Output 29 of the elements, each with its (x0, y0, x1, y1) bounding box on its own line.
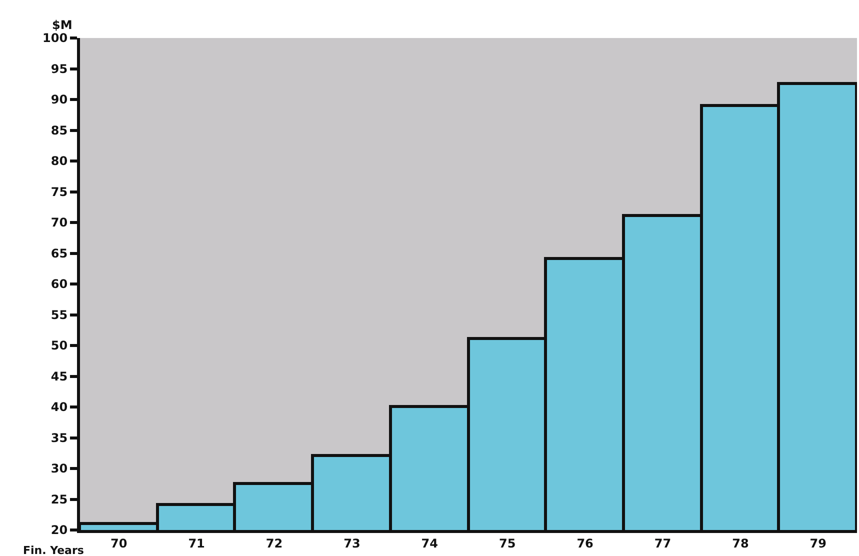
y-tick-label: 30 (50, 462, 68, 476)
y-tick-label: 95 (50, 62, 68, 76)
y-axis-title: $M (52, 18, 72, 32)
x-tick-label: 76 (576, 536, 594, 550)
x-tick-label: 73 (344, 536, 360, 550)
y-tick-label: 50 (50, 338, 68, 353)
y-tick-label: 60 (50, 277, 68, 292)
x-tick-label: 71 (188, 536, 205, 550)
x-tick-label: 79 (810, 536, 826, 550)
y-tick-label: 20 (50, 523, 68, 538)
x-tick-label: 78 (732, 536, 749, 550)
y-tick-label: 75 (50, 184, 68, 199)
y-tick-label: 90 (50, 92, 68, 107)
y-tick-label: 100 (42, 31, 68, 46)
x-tick-label: 75 (499, 536, 516, 550)
y-tick-label: 85 (50, 123, 68, 138)
y-tick-label: 25 (50, 492, 68, 506)
y-tick-label: 65 (50, 246, 68, 260)
y-tick-label: 55 (50, 308, 68, 322)
y-tick-label: 80 (50, 154, 68, 168)
x-tick-label: 70 (110, 536, 128, 550)
y-tick-label: 40 (50, 400, 68, 414)
x-tick-label: 74 (421, 536, 438, 550)
y-tick-label: 45 (50, 369, 68, 384)
x-axis-title: Fin. Years (23, 544, 84, 556)
x-tick-label: 77 (654, 536, 672, 550)
x-tick-label: 72 (266, 536, 283, 550)
y-tick-label: 70 (50, 216, 68, 230)
y-tick-label: 35 (50, 430, 68, 445)
